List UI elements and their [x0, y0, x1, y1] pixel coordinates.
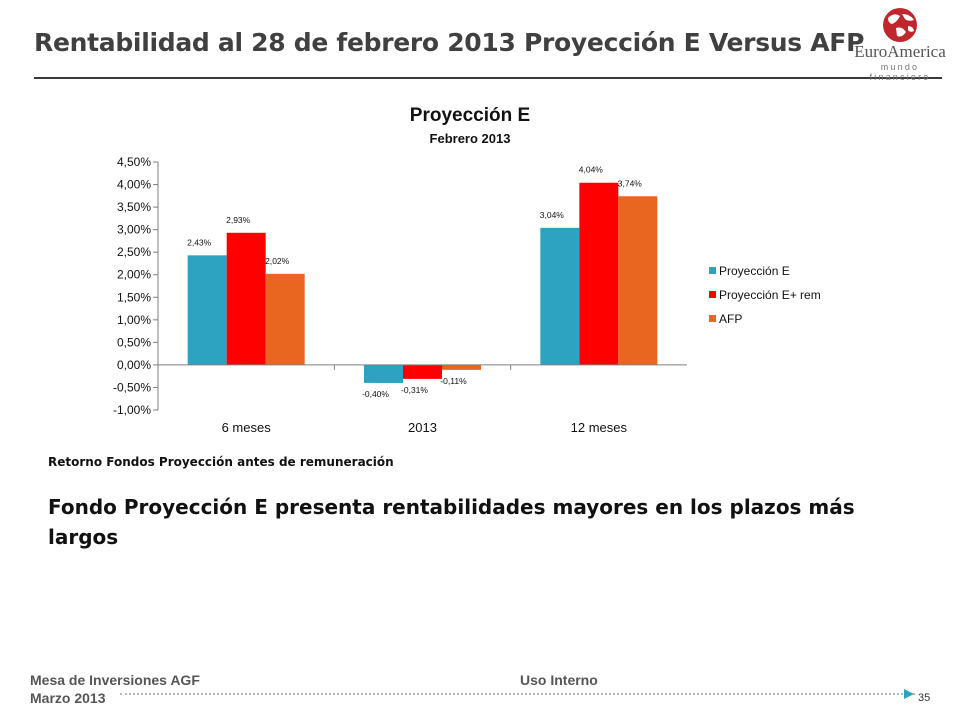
footer-organization: Mesa de Inversiones AGF: [30, 672, 200, 688]
data-label: -0,40%: [362, 389, 389, 399]
y-tick-label: 4,00%: [117, 178, 151, 192]
legend-swatch: [709, 267, 716, 274]
data-label: 3,74%: [618, 178, 643, 188]
y-tick-label: 0,00%: [117, 358, 151, 372]
page-number: 35: [918, 692, 931, 704]
bar: [265, 273, 305, 365]
y-tick-label: -0,50%: [113, 380, 151, 394]
y-tick-label: 2,50%: [117, 245, 151, 259]
bar: [187, 255, 227, 365]
globe-logo-icon: [883, 8, 917, 42]
legend-swatch: [709, 291, 716, 298]
bar: [618, 196, 658, 365]
y-tick-label: 0,50%: [117, 335, 151, 349]
data-label: 2,93%: [226, 215, 251, 225]
bar: [403, 364, 442, 379]
footer-classification: Uso Interno: [520, 672, 598, 688]
bar: [226, 232, 266, 365]
y-tick-label: 3,50%: [117, 200, 151, 214]
legend-label: Proyección E: [719, 264, 790, 278]
footer-date: Marzo 2013: [30, 690, 106, 706]
y-tick-label: 1,50%: [117, 290, 151, 304]
data-label: -0,31%: [401, 385, 428, 395]
key-statement: Fondo Proyección E presenta rentabilidad…: [48, 495, 855, 549]
legend-label: AFP: [719, 312, 742, 326]
data-label: 4,04%: [579, 165, 604, 175]
legend-label: Proyección E+ rem: [719, 288, 821, 302]
data-label: 3,04%: [540, 210, 565, 220]
logo-wordmark: EuroAmerica: [854, 42, 946, 61]
y-tick-label: 4,50%: [117, 155, 151, 169]
legend-swatch: [709, 315, 716, 322]
x-axis: 6 meses 2013 12 meses: [158, 364, 687, 435]
title-divider: [34, 77, 942, 79]
x-category-label: 6 meses: [222, 420, 272, 435]
bar: [442, 364, 481, 370]
y-tick-label: -1,00%: [113, 403, 151, 417]
chart-title: Proyección E: [410, 105, 530, 126]
bar: [579, 182, 619, 365]
x-category-label: 12 meses: [571, 420, 628, 435]
chart-caption: Retorno Fondos Proyección antes de remun…: [48, 455, 394, 469]
logo-tagline: mundo financiero: [869, 62, 931, 82]
y-tick-label: 1,00%: [117, 313, 151, 327]
euroamerica-logo: EuroAmerica mundo financiero: [850, 6, 950, 82]
data-label: 2,02%: [265, 256, 290, 266]
y-tick-label: 3,00%: [117, 223, 151, 237]
data-label: 2,43%: [187, 237, 212, 247]
y-axis: 4,50% 4,00% 3,50% 3,00% 2,50% 2,00% 1,50% 1,00%…: [113, 155, 159, 417]
chart-subtitle: Febrero 2013: [430, 131, 511, 146]
x-category-label: 2013: [408, 420, 437, 435]
chart-legend: Proyección E Proyección E+ rem AFP: [709, 264, 821, 326]
data-label: -0,11%: [440, 376, 467, 386]
slide-title: Rentabilidad al 28 de febrero 2013 Proye…: [34, 28, 865, 57]
bar: [540, 227, 580, 365]
bar: [364, 364, 403, 383]
bar-series-group: 2,43% 2,93% 2,02% -0,40% -0,31% -0,11% 3,04% 4,…: [187, 165, 658, 399]
returns-bar-chart: Proyección E Febrero 2013 4,50% 4,00% 3,50…: [113, 105, 821, 435]
triangle-right-icon: [904, 689, 914, 699]
footer-divider: [120, 693, 915, 695]
y-tick-label: 2,00%: [117, 268, 151, 282]
